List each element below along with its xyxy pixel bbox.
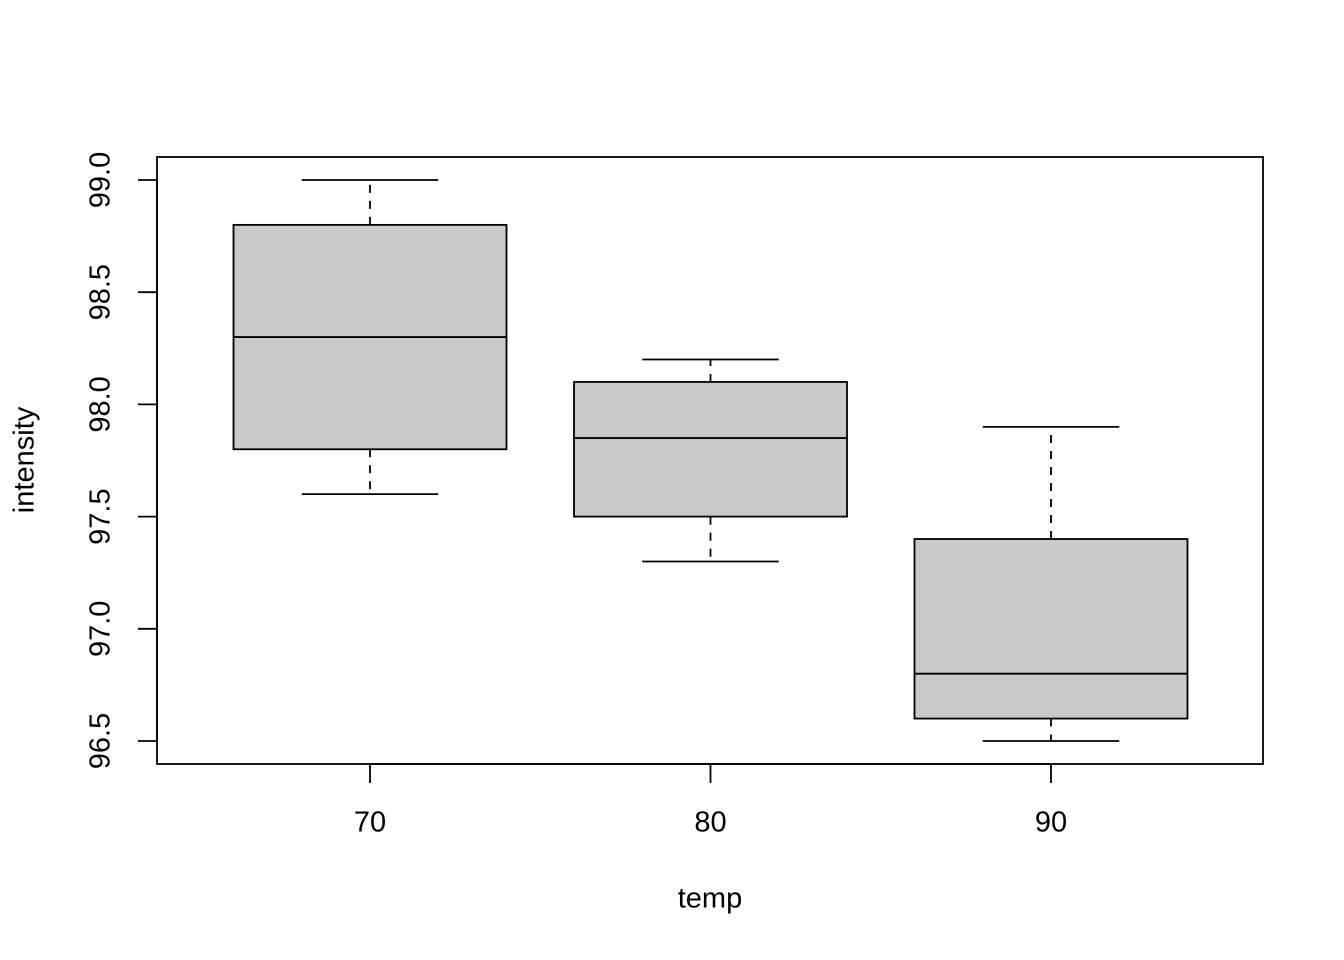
x-tick-label: 80: [694, 807, 726, 839]
y-tick-label: 98.5: [85, 264, 117, 320]
x-tick-label: 70: [354, 807, 386, 839]
y-axis-label: intensity: [9, 406, 41, 513]
box: [913, 538, 1189, 720]
y-tick-label: 98.0: [85, 376, 117, 432]
x-axis-label: temp: [678, 883, 742, 915]
y-tick-label: 99.0: [85, 152, 117, 208]
y-tick-label: 97.0: [85, 601, 117, 657]
y-tick-label: 96.5: [85, 713, 117, 769]
y-tick-label: 97.5: [85, 488, 117, 544]
box: [573, 381, 848, 518]
x-tick-label: 90: [1035, 807, 1067, 839]
